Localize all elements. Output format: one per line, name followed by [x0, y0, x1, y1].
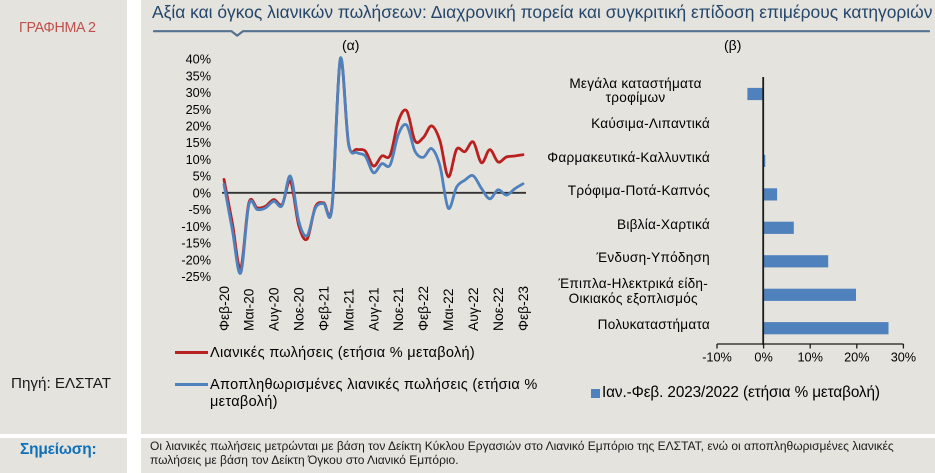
svg-text:20%: 20%: [844, 351, 869, 365]
svg-text:30%: 30%: [186, 86, 211, 100]
svg-text:-10%: -10%: [181, 220, 211, 234]
svg-text:25%: 25%: [186, 103, 211, 117]
svg-text:10%: 10%: [797, 351, 822, 365]
svg-text:5%: 5%: [193, 170, 211, 184]
svg-text:15%: 15%: [186, 136, 211, 150]
svg-text:Μαι-21: Μαι-21: [341, 289, 356, 331]
svg-text:35%: 35%: [186, 69, 211, 83]
svg-text:-20%: -20%: [181, 253, 211, 267]
svg-text:Αυγ-20: Αυγ-20: [267, 287, 282, 331]
svg-text:-10%: -10%: [702, 351, 732, 365]
svg-text:-15%: -15%: [181, 237, 211, 251]
svg-text:30%: 30%: [891, 351, 916, 365]
svg-text:20%: 20%: [186, 120, 211, 134]
svg-text:10%: 10%: [186, 153, 211, 167]
svg-text:Νοε-20: Νοε-20: [292, 287, 307, 331]
svg-text:Νοε-21: Νοε-21: [391, 287, 406, 331]
svg-text:0%: 0%: [754, 351, 772, 365]
svg-text:0%: 0%: [193, 186, 211, 200]
svg-text:Φεβ-22: Φεβ-22: [416, 286, 431, 331]
svg-text:Μαι-20: Μαι-20: [242, 288, 257, 331]
svg-text:-5%: -5%: [188, 203, 211, 217]
svg-text:-25%: -25%: [181, 270, 211, 284]
svg-text:Νοε-22: Νοε-22: [491, 287, 506, 331]
svg-text:Φεβ-23: Φεβ-23: [516, 286, 531, 331]
svg-text:Φεβ-21: Φεβ-21: [317, 286, 332, 331]
svg-text:Αυγ-22: Αυγ-22: [466, 287, 481, 331]
svg-text:40%: 40%: [186, 53, 211, 67]
svg-text:Φεβ-20: Φεβ-20: [217, 286, 232, 331]
svg-text:Μαι-22: Μαι-22: [441, 289, 456, 331]
svg-text:Αυγ-21: Αυγ-21: [366, 287, 381, 331]
